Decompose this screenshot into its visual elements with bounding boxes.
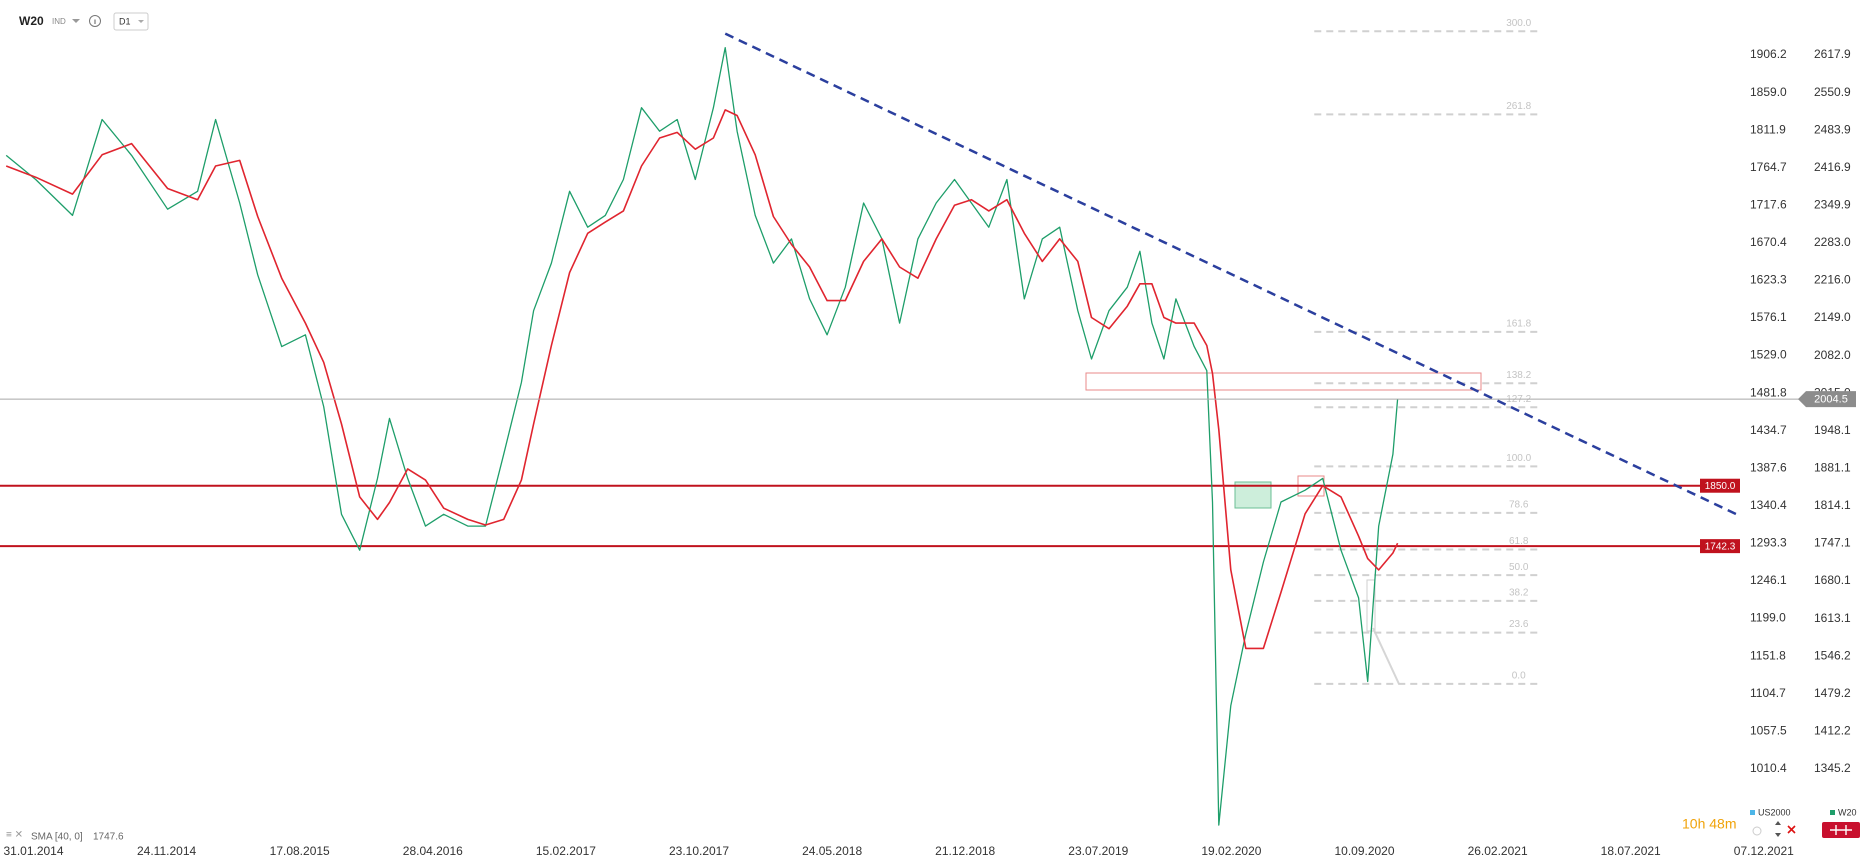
y2-tick-label: 1412.2 bbox=[1814, 723, 1851, 737]
fib-label: 78.6 bbox=[1509, 500, 1529, 511]
fib-label: 261.8 bbox=[1506, 101, 1531, 112]
y2-tick-label: 2283.0 bbox=[1814, 235, 1851, 249]
y2-tick-label: 2216.0 bbox=[1814, 273, 1851, 287]
zone-box bbox=[1085, 372, 1482, 391]
legend-label: US2000 bbox=[1758, 807, 1791, 817]
current-price-tag bbox=[1798, 391, 1856, 408]
legend-label: W20 bbox=[1838, 807, 1857, 817]
sma-line bbox=[5, 109, 1399, 650]
x-tick-label: 23.07.2019 bbox=[1068, 844, 1128, 858]
fib-label: 0.0 bbox=[1512, 671, 1526, 682]
x-tick-label: 18.07.2021 bbox=[1601, 844, 1661, 858]
level-tag-label: 1742.3 bbox=[1705, 541, 1736, 552]
fib-label: 23.6 bbox=[1509, 619, 1529, 630]
y-tick-label: 1859.0 bbox=[1750, 85, 1787, 99]
close-icon[interactable] bbox=[1787, 825, 1796, 834]
y-tick-label: 1764.7 bbox=[1750, 160, 1787, 174]
y2-tick-label: 1345.2 bbox=[1814, 761, 1851, 775]
y-tick-label: 1906.2 bbox=[1750, 47, 1787, 61]
x-tick-label: 17.08.2015 bbox=[270, 844, 330, 858]
candle-countdown: 10h 48m bbox=[1682, 816, 1736, 832]
y-tick-label: 1670.4 bbox=[1750, 235, 1787, 249]
y-tick-label: 1387.6 bbox=[1750, 460, 1787, 474]
fib-label: 161.8 bbox=[1506, 319, 1531, 330]
y-tick-label: 1151.8 bbox=[1750, 648, 1786, 662]
y-tick-label: 1811.9 bbox=[1750, 122, 1786, 136]
fib-label: 300.0 bbox=[1506, 18, 1531, 29]
x-tick-label: 31.01.2014 bbox=[3, 844, 63, 858]
x-tick-label: 15.02.2017 bbox=[536, 844, 596, 858]
plot-area: 31.01.2014 24.11.2014 17.08.2015 28.04.2016… bbox=[0, 18, 1856, 858]
legend-swatch bbox=[1830, 810, 1835, 815]
y-tick-label: 1717.6 bbox=[1750, 197, 1787, 211]
fib-label: 138.2 bbox=[1506, 370, 1531, 381]
fib-label: 38.2 bbox=[1509, 587, 1529, 598]
y-tick-label: 1481.8 bbox=[1750, 385, 1787, 399]
trendline bbox=[724, 32, 1742, 518]
x-tick-label: 21.12.2018 bbox=[935, 844, 995, 858]
fib-label: 50.0 bbox=[1509, 562, 1529, 573]
y2-tick-label: 1881.1 bbox=[1814, 460, 1851, 474]
fib-label: 61.8 bbox=[1509, 536, 1529, 547]
y-tick-label: 1434.7 bbox=[1750, 423, 1787, 437]
x-tick-label: 28.04.2016 bbox=[403, 844, 463, 858]
y-tick-label: 1340.4 bbox=[1750, 498, 1787, 512]
level-tag bbox=[1700, 539, 1740, 554]
y2-tick-label: 1680.1 bbox=[1814, 573, 1851, 587]
y2-tick-label: 2082.0 bbox=[1814, 348, 1851, 362]
y2-tick-label: 2483.9 bbox=[1814, 122, 1851, 136]
x-tick-label: 24.05.2018 bbox=[802, 844, 862, 858]
x-tick-label: 26.02.2021 bbox=[1468, 844, 1528, 858]
y2-tick-label: 1948.1 bbox=[1814, 423, 1851, 437]
legend-swatch bbox=[1750, 810, 1755, 815]
interval-select[interactable] bbox=[113, 12, 149, 31]
y2-tick-label: 1546.2 bbox=[1814, 648, 1851, 662]
instrument-type: IND bbox=[52, 17, 66, 26]
y-tick-label: 1576.1 bbox=[1750, 310, 1787, 324]
y-tick-label: 1623.3 bbox=[1750, 273, 1787, 287]
move-icon[interactable] bbox=[1775, 821, 1781, 837]
y2-tick-label: 2149.0 bbox=[1814, 310, 1851, 324]
symbol: W20 bbox=[19, 14, 44, 28]
y2-tick-label: 2349.9 bbox=[1814, 198, 1851, 212]
y2-tick-label: 2617.9 bbox=[1814, 47, 1851, 61]
fib-label: 100.0 bbox=[1506, 453, 1531, 464]
y-tick-label: 1104.7 bbox=[1750, 686, 1786, 700]
y2-tick-label: 1479.2 bbox=[1814, 686, 1851, 700]
info-icon[interactable] bbox=[89, 15, 101, 27]
x-tick-label: 10.09.2020 bbox=[1334, 844, 1394, 858]
interval-caret bbox=[138, 20, 144, 23]
indicator-value: 1747.6 bbox=[93, 832, 124, 843]
y-tick-label: 1529.0 bbox=[1750, 348, 1787, 362]
price-line bbox=[5, 47, 1399, 826]
y-tick-label: 1246.1 bbox=[1750, 573, 1787, 587]
y-tick-label: 1199.0 bbox=[1750, 611, 1786, 625]
indicator-icons[interactable]: ≡ ✕ bbox=[6, 830, 23, 841]
level-tag-label: 1850.0 bbox=[1705, 481, 1736, 492]
interval: D1 bbox=[119, 16, 131, 26]
x-tick-label: 19.02.2020 bbox=[1201, 844, 1261, 858]
y2-tick-label: 1747.1 bbox=[1814, 536, 1851, 550]
x-tick-label: 07.12.2021 bbox=[1734, 844, 1794, 858]
y2-tick-label: 2416.9 bbox=[1814, 160, 1851, 174]
trade-button-icon bbox=[1830, 825, 1852, 835]
y-tick-label: 1057.5 bbox=[1750, 723, 1787, 737]
indicator-name: SMA [40, 0] bbox=[31, 832, 83, 843]
level-tag bbox=[1700, 478, 1740, 493]
y2-tick-label: 2550.9 bbox=[1814, 85, 1851, 99]
projection-line bbox=[1372, 627, 1400, 685]
current-price-label: 2004.5 bbox=[1814, 393, 1848, 405]
symbol-dropdown[interactable] bbox=[72, 19, 80, 23]
x-tick-label: 23.10.2017 bbox=[669, 844, 729, 858]
y-tick-label: 1293.3 bbox=[1750, 536, 1787, 550]
visibility-icon[interactable] bbox=[1752, 826, 1762, 836]
x-tick-label: 24.11.2014 bbox=[137, 844, 196, 858]
y2-tick-label: 1613.1 bbox=[1814, 611, 1851, 625]
y2-tick-label: 1814.1 bbox=[1814, 498, 1851, 512]
y-tick-label: 1010.4 bbox=[1750, 761, 1787, 775]
